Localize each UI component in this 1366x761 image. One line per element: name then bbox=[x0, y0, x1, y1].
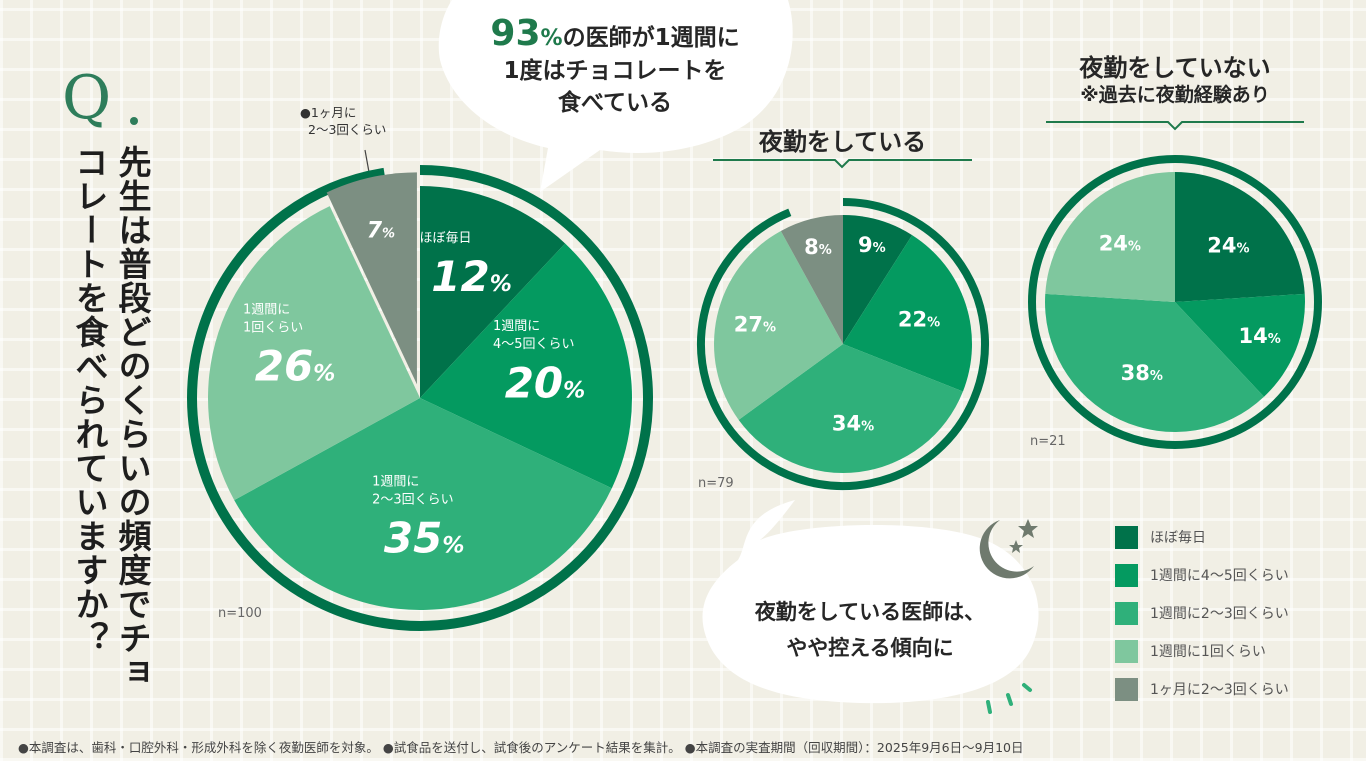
heading-underline bbox=[713, 159, 972, 169]
pie-slice bbox=[714, 230, 843, 420]
bottom-bubble-shape bbox=[702, 500, 1039, 704]
pie-slice bbox=[207, 206, 420, 501]
legend-swatch bbox=[1115, 639, 1138, 663]
slice-category-label: 1週間に bbox=[372, 474, 419, 489]
heading-underline bbox=[1046, 121, 1304, 131]
question-text: 先生は普段どのくらいの頻度でチョコレートを食べられていますか？ bbox=[70, 145, 152, 689]
top-bubble-line1-rest: の医師が1週間に bbox=[562, 25, 740, 51]
slice-category-label: 1回くらい bbox=[243, 320, 303, 335]
pie-slice bbox=[1175, 293, 1305, 397]
slice-value-label: 9% bbox=[858, 233, 886, 257]
callout-label: ●1ヶ月に 2〜3回くらい bbox=[300, 104, 386, 138]
highlight-value: 93 bbox=[490, 13, 541, 54]
legend-swatch bbox=[1115, 525, 1138, 549]
slice-value-label: 38% bbox=[1121, 361, 1163, 385]
bottom-bubble-line1: 夜勤をしている医師は、 bbox=[754, 600, 986, 624]
slice-category-label: ほぼ毎日 bbox=[420, 230, 472, 246]
top-bubble-text: 93%の医師が1週間に 1度はチョコレートを 食べている bbox=[455, 16, 775, 119]
sparkle-dash bbox=[986, 700, 992, 714]
pie-slice bbox=[1175, 172, 1305, 302]
pie-slice bbox=[843, 215, 913, 344]
slice-value-label: 24% bbox=[1207, 233, 1249, 257]
bottom-bubble-text: 夜勤をしている医師は、 やや控える傾向に bbox=[715, 594, 1025, 666]
slice-value-label: 14% bbox=[1238, 324, 1280, 348]
legend-swatch bbox=[1115, 601, 1138, 625]
pie-slice bbox=[738, 344, 963, 473]
pie-ring bbox=[187, 165, 653, 631]
pie-ring bbox=[1028, 155, 1322, 449]
star-icon bbox=[1009, 540, 1023, 553]
chart2-n: n=79 bbox=[698, 476, 734, 491]
slice-value-label: 8% bbox=[804, 235, 832, 259]
slice-value-label: 27% bbox=[734, 313, 776, 337]
legend-item: ほぼ毎日 bbox=[1115, 518, 1289, 556]
pie-slice bbox=[420, 186, 566, 398]
legend-label: 1週間に4〜5回くらい bbox=[1150, 568, 1289, 584]
slice-value-label: 12% bbox=[431, 252, 512, 301]
callout-line1: ●1ヶ月に bbox=[300, 105, 357, 120]
pie-slice bbox=[326, 172, 417, 385]
star-icon bbox=[1018, 519, 1038, 538]
legend-label: ほぼ毎日 bbox=[1150, 530, 1206, 546]
question-dot bbox=[130, 117, 138, 125]
legend-label: 1ヶ月に2〜3回くらい bbox=[1150, 682, 1289, 698]
moon-icon bbox=[979, 520, 1034, 579]
slice-category-label: 4〜5回くらい bbox=[493, 337, 575, 352]
top-bubble-line3: 食べている bbox=[557, 90, 673, 116]
sparkle-dash bbox=[1006, 693, 1013, 706]
pie-slice bbox=[420, 243, 632, 489]
legend-label: 1週間に1回くらい bbox=[1150, 644, 1266, 660]
legend-item: 1週間に4〜5回くらい bbox=[1115, 556, 1289, 594]
chart3-n: n=21 bbox=[1030, 434, 1066, 449]
legend-label: 1週間に2〜3回くらい bbox=[1150, 606, 1289, 622]
top-bubble-shape bbox=[438, 0, 793, 192]
legend-item: 1ヶ月に2〜3回くらい bbox=[1115, 670, 1289, 708]
callout-line2: 2〜3回くらい bbox=[308, 122, 387, 137]
pie-slice bbox=[780, 215, 843, 344]
pie-slice bbox=[843, 235, 972, 392]
pie-slice bbox=[1045, 293, 1264, 432]
slice-value-label: 20% bbox=[505, 358, 586, 407]
chart3-subtitle: ※過去に夜勤経験あり bbox=[1080, 84, 1270, 106]
pie-slice bbox=[234, 398, 612, 611]
slice-value-label: 22% bbox=[898, 308, 940, 332]
question-mark: Q bbox=[62, 63, 112, 133]
slice-category-label: 2〜3回くらい bbox=[372, 492, 454, 507]
slice-value-label: 35% bbox=[384, 513, 465, 562]
top-bubble-line1: 93%の医師が1週間に bbox=[455, 16, 775, 55]
chart2-title: 夜勤をしている bbox=[758, 128, 927, 156]
slice-category-label: 1週間に bbox=[493, 319, 540, 334]
chart3-title: 夜勤をしていない bbox=[1079, 54, 1271, 82]
legend-swatch bbox=[1115, 563, 1138, 587]
legend-swatch bbox=[1115, 677, 1138, 701]
legend-item: 1週間に1回くらい bbox=[1115, 632, 1289, 670]
slice-value-label: 26% bbox=[255, 341, 336, 390]
highlight-unit: % bbox=[540, 26, 563, 51]
legend: ほぼ毎日 1週間に4〜5回くらい 1週間に2〜3回くらい 1週間に1回くらい 1ヶ月に2… bbox=[1115, 518, 1289, 708]
slice-category-label: 1週間に bbox=[243, 302, 290, 317]
slice-value-label: 24% bbox=[1099, 232, 1141, 256]
bottom-bubble-line2: やや控える傾向に bbox=[786, 636, 954, 660]
top-bubble-line2: 1度はチョコレートを bbox=[503, 58, 727, 84]
footnote: ●本調査は、歯科・口腔外科・形成外科を除く夜勤医師を対象。 ●試食品を送付し、試… bbox=[18, 740, 1024, 755]
legend-item: 1週間に2〜3回くらい bbox=[1115, 594, 1289, 632]
sparkle-dash bbox=[1022, 683, 1032, 692]
slice-value-label: 7% bbox=[367, 219, 395, 244]
slice-value-label: 34% bbox=[832, 412, 874, 436]
pie-slice bbox=[1045, 172, 1175, 302]
pie-ring bbox=[697, 198, 989, 490]
chart1-n: n=100 bbox=[218, 606, 262, 621]
